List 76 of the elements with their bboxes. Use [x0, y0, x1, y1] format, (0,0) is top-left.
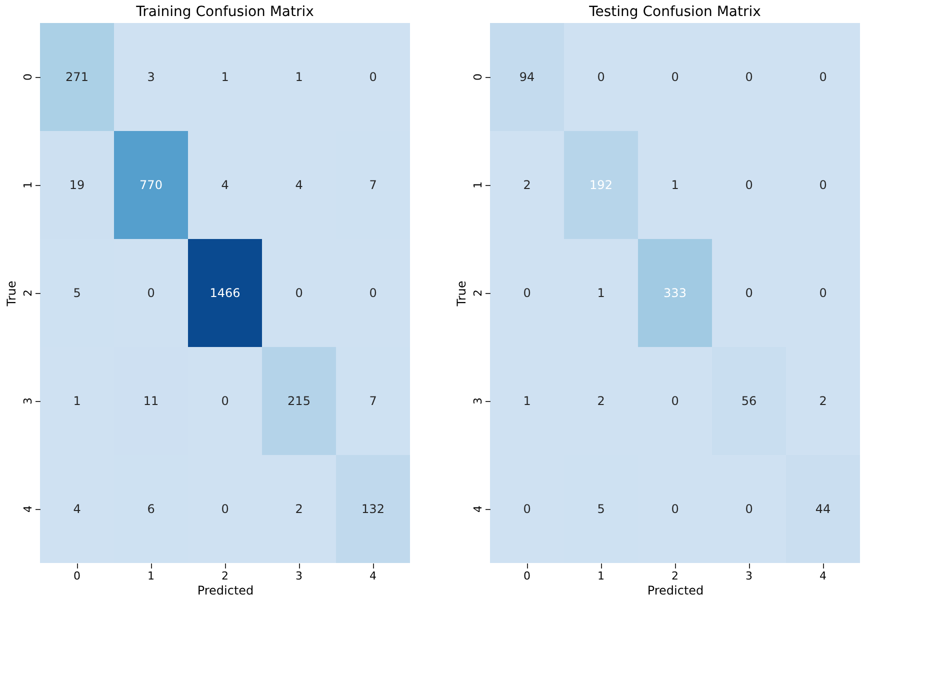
data-label: 0 [671, 502, 679, 516]
x-tick-label: 3 [296, 570, 302, 582]
data-label: 0 [597, 70, 605, 84]
data-label: 0 [745, 286, 753, 300]
data-label: 0 [369, 286, 377, 300]
y-axis-title: True [4, 280, 18, 308]
data-label: 7 [369, 178, 377, 192]
y-tick-label: 4 [472, 506, 484, 512]
chart-title: Training Confusion Matrix [135, 4, 314, 20]
data-label: 0 [523, 286, 531, 300]
data-label: 0 [295, 286, 303, 300]
y-tick-label: 2 [472, 290, 484, 296]
data-label: 215 [288, 394, 310, 408]
data-label: 2 [819, 394, 827, 408]
data-label: 2 [295, 502, 303, 516]
data-label: 0 [819, 286, 827, 300]
data-label: 0 [221, 394, 229, 408]
data-label: 94 [519, 70, 535, 84]
data-label: 770 [140, 178, 162, 192]
data-label: 1 [671, 178, 679, 192]
data-label: 19 [69, 178, 85, 192]
x-tick-label: 0 [74, 570, 80, 582]
x-tick-label: 0 [524, 570, 530, 582]
data-label: 0 [745, 502, 753, 516]
data-label: 132 [362, 502, 384, 516]
data-label: 0 [523, 502, 531, 516]
data-label: 271 [66, 70, 88, 84]
x-tick-label: 3 [746, 570, 752, 582]
x-tick-label: 4 [370, 570, 376, 582]
x-axis-title: Predicted [197, 584, 254, 598]
x-tick-label: 1 [148, 570, 154, 582]
data-label: 333 [664, 286, 686, 300]
data-label: 7 [369, 394, 377, 408]
y-tick-label: 0 [22, 74, 34, 80]
data-label: 5 [73, 286, 81, 300]
y-tick-label: 4 [22, 506, 34, 512]
data-label: 0 [671, 394, 679, 408]
data-label: 56 [741, 394, 757, 408]
data-label: 0 [819, 70, 827, 84]
data-label: 1 [295, 70, 303, 84]
data-label: 1 [597, 286, 605, 300]
data-label: 0 [819, 178, 827, 192]
data-label: 0 [221, 502, 229, 516]
y-tick-label: 3 [22, 398, 34, 404]
data-label: 0 [369, 70, 377, 84]
data-label: 0 [671, 70, 679, 84]
data-label: 1 [73, 394, 81, 408]
x-axis-title: Predicted [647, 584, 704, 598]
data-label: 0 [745, 178, 753, 192]
data-label: 3 [147, 70, 155, 84]
data-label: 4 [295, 178, 303, 192]
y-axis-title: True [454, 280, 468, 308]
data-label: 0 [745, 70, 753, 84]
data-label: 44 [815, 502, 831, 516]
data-label: 1 [221, 70, 229, 84]
x-tick-label: 2 [222, 570, 228, 582]
data-label: 0 [147, 286, 155, 300]
y-tick-label: 1 [22, 182, 34, 188]
data-label: 1 [523, 394, 531, 408]
data-label: 5 [597, 502, 605, 516]
y-tick-label: 1 [472, 182, 484, 188]
data-label: 4 [73, 502, 81, 516]
data-label: 6 [147, 502, 155, 516]
y-tick-label: 3 [472, 398, 484, 404]
x-tick-label: 1 [598, 570, 604, 582]
data-label: 11 [143, 394, 159, 408]
data-label: 2 [597, 394, 605, 408]
data-label: 2 [523, 178, 531, 192]
data-label: 1466 [210, 286, 240, 300]
y-tick-label: 2 [22, 290, 34, 296]
chart-title: Testing Confusion Matrix [588, 4, 761, 20]
x-tick-label: 2 [672, 570, 678, 582]
data-label: 4 [221, 178, 229, 192]
data-label: 192 [590, 178, 612, 192]
x-tick-label: 4 [820, 570, 826, 582]
y-tick-label: 0 [472, 74, 484, 80]
